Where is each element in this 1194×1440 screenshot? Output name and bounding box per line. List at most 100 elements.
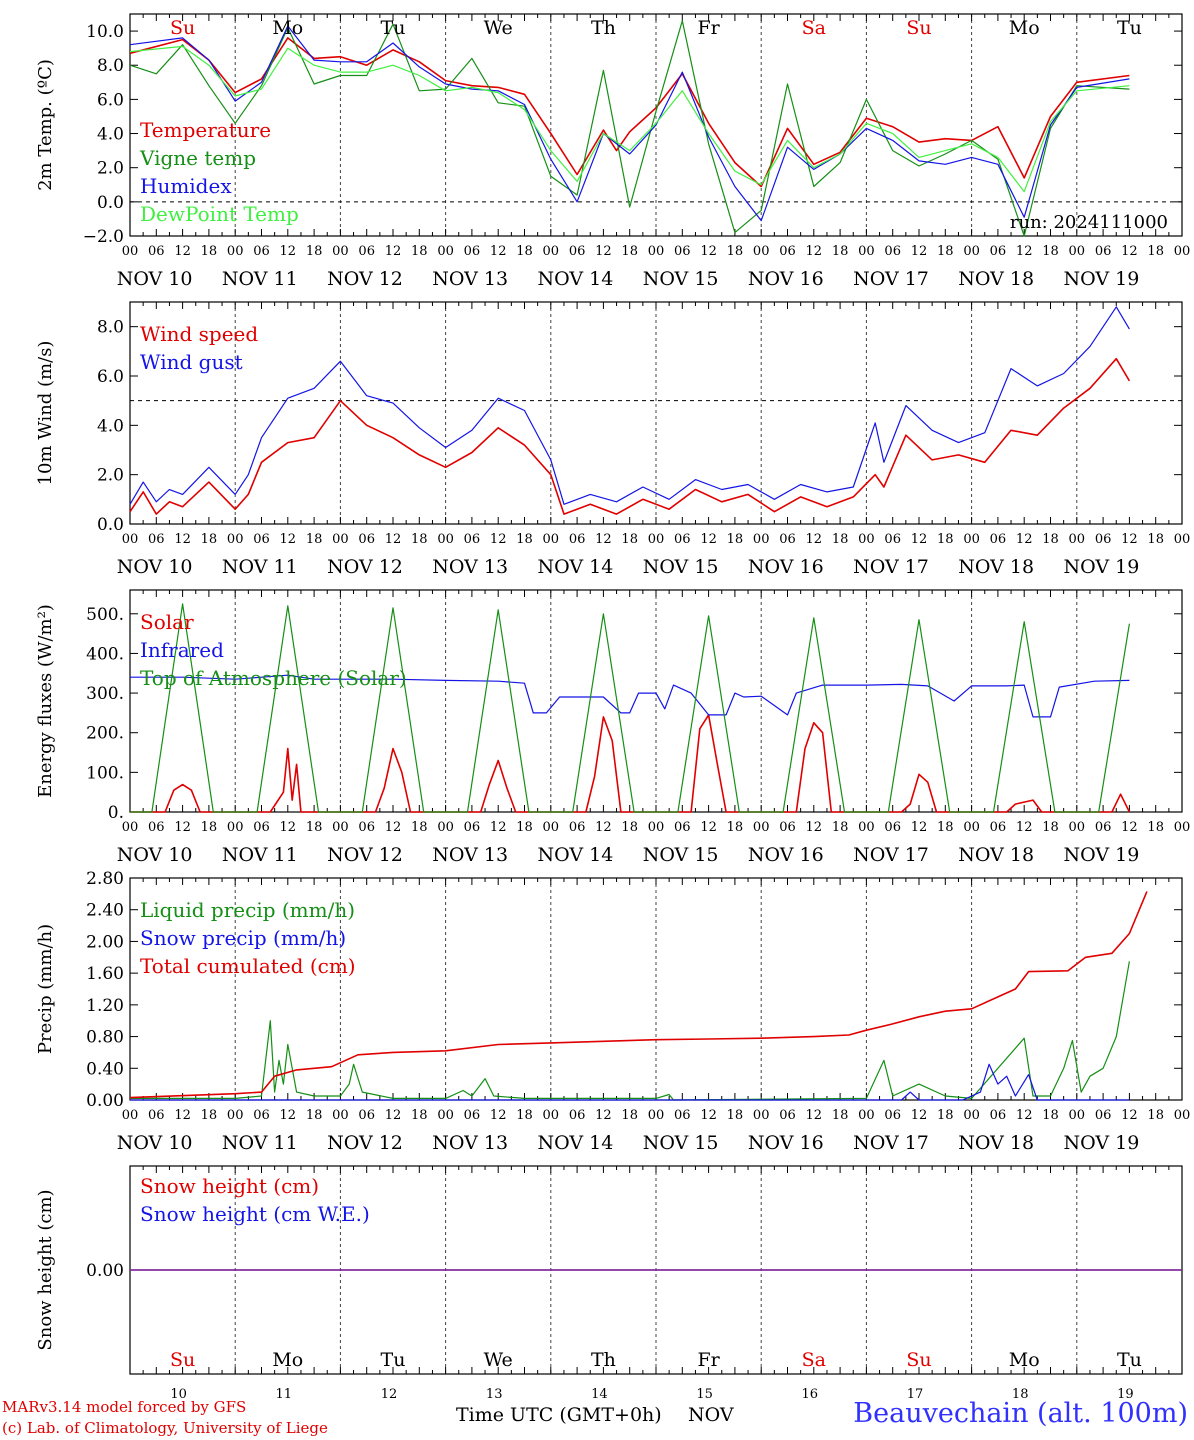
hour-tick-label: 00: [227, 532, 244, 547]
hour-tick-label: 00: [332, 820, 349, 835]
hour-tick-label: 18: [832, 532, 849, 547]
legend-entry: Snow height (cm): [140, 1174, 319, 1198]
hour-tick-label: 06: [253, 820, 270, 835]
legend-entry: Total cumulated (cm): [140, 954, 356, 978]
hour-tick-label: 12: [700, 820, 717, 835]
date-label: NOV 14: [537, 268, 613, 290]
series-line: [129, 20, 1130, 237]
date-label: NOV 13: [432, 1132, 508, 1154]
series-line: [130, 961, 1130, 1101]
date-label: NOV 16: [748, 1132, 824, 1154]
hour-tick-label: 18: [1147, 820, 1164, 835]
date-label: NOV 17: [853, 268, 929, 290]
hour-tick-label: 18: [516, 244, 533, 259]
hour-tick-label: 18: [1147, 244, 1164, 259]
date-label: NOV 11: [222, 268, 298, 290]
weekday-label: Fr: [697, 17, 720, 39]
y-tick-label: 2.0: [97, 159, 124, 179]
hour-tick-label: 18: [937, 820, 954, 835]
hour-tick-label: 18: [306, 244, 323, 259]
legend-entry: DewPoint Temp: [140, 202, 299, 226]
hour-tick-label: 12: [595, 532, 612, 547]
hour-tick-label: 00: [543, 820, 560, 835]
hour-tick-label: 18: [1042, 1108, 1059, 1123]
hour-tick-label: 18: [306, 1108, 323, 1123]
date-label: NOV 11: [222, 1132, 298, 1154]
hour-tick-label: 06: [779, 1108, 796, 1123]
hour-tick-label: 00: [1174, 244, 1191, 259]
hour-tick-label: 06: [148, 244, 165, 259]
weekday-label: We: [484, 17, 513, 39]
y-tick-label: 10.0: [86, 22, 124, 42]
hour-tick-label: 12: [700, 244, 717, 259]
date-label: NOV 11: [222, 844, 298, 866]
hour-tick-label: 18: [306, 820, 323, 835]
date-label: NOV 11: [222, 556, 298, 578]
month-label: NOV: [688, 1404, 734, 1426]
hour-tick-label: 00: [858, 244, 875, 259]
hour-tick-label: 00: [227, 244, 244, 259]
hour-tick-label: 00: [1069, 1108, 1086, 1123]
hour-tick-label: 00: [648, 532, 665, 547]
y-tick-label: 200.: [86, 724, 124, 744]
day-number: 11: [276, 1387, 293, 1400]
date-label: NOV 16: [748, 844, 824, 866]
hour-tick-label: 12: [595, 1108, 612, 1123]
y-tick-label: 1.60: [86, 964, 124, 984]
y-tick-label: 0.0: [97, 193, 124, 213]
hour-tick-label: 18: [411, 244, 428, 259]
hour-tick-label: 12: [806, 820, 823, 835]
series-line: [129, 37, 1130, 188]
y-tick-label: 8.0: [97, 56, 124, 76]
weekday-label: Su: [906, 17, 931, 39]
hour-tick-label: 06: [884, 244, 901, 259]
hour-tick-label: 18: [516, 820, 533, 835]
hour-tick-label: 00: [543, 1108, 560, 1123]
legend-entry: Solar: [140, 610, 194, 634]
hour-tick-label: 18: [727, 532, 744, 547]
hour-tick-label: 18: [621, 1108, 638, 1123]
hour-tick-label: 18: [727, 244, 744, 259]
hour-tick-label: 12: [385, 244, 402, 259]
series-line: [130, 603, 1130, 813]
hour-tick-label: 06: [1095, 820, 1112, 835]
hour-tick-label: 00: [963, 532, 980, 547]
hour-tick-label: 12: [280, 820, 297, 835]
date-label: NOV 10: [117, 556, 193, 578]
weekday-label: Th: [591, 1349, 616, 1371]
hour-tick-label: 00: [1174, 532, 1191, 547]
hour-tick-label: 06: [569, 532, 586, 547]
hour-tick-label: 06: [358, 532, 375, 547]
date-label: NOV 19: [1063, 268, 1139, 290]
hour-tick-label: 06: [884, 1108, 901, 1123]
y-tick-label: 4.0: [97, 125, 124, 145]
hour-tick-label: 18: [937, 1108, 954, 1123]
weekday-label: Fr: [697, 1349, 720, 1371]
date-label: NOV 10: [117, 1132, 193, 1154]
hour-tick-label: 06: [1095, 1108, 1112, 1123]
hour-tick-label: 06: [779, 244, 796, 259]
y-tick-label: 0.80: [86, 1028, 124, 1048]
weekday-label: Mo: [1009, 1349, 1040, 1371]
hour-tick-label: 12: [490, 244, 507, 259]
hour-tick-label: 06: [569, 1108, 586, 1123]
date-label: NOV 14: [537, 844, 613, 866]
y-tick-label: 6.0: [97, 367, 124, 387]
meteogram-chart: −2.0 0.0 2.0 4.0 6.0 8.0 10.0 2m Temp. (ºC) Temp…: [35, 13, 1191, 1402]
hour-tick-label: 06: [990, 244, 1007, 259]
series-line: [130, 1063, 1130, 1101]
hour-tick-label: 18: [201, 244, 218, 259]
weekday-label: Tu: [381, 17, 406, 39]
legend-entry: Liquid precip (mm/h): [140, 898, 355, 922]
hour-tick-label: 12: [490, 532, 507, 547]
hour-tick-label: 00: [227, 1108, 244, 1123]
hour-tick-label: 00: [437, 244, 454, 259]
hour-tick-label: 12: [174, 244, 191, 259]
weekday-label: Tu: [1117, 1349, 1142, 1371]
hour-tick-label: 12: [280, 532, 297, 547]
y-tick-label: 100.: [86, 763, 124, 783]
model-credit: MARv3.14 model forced by GFS: [2, 1398, 247, 1416]
hour-tick-label: 18: [621, 532, 638, 547]
hour-tick-label: 12: [1016, 820, 1033, 835]
